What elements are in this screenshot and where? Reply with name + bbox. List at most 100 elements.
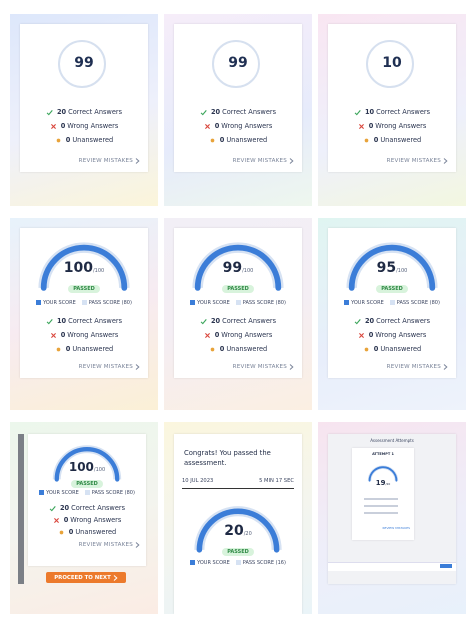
review-mistakes-link[interactable]: REVIEW MISTAKES bbox=[79, 158, 140, 164]
status-wrap: PASSED bbox=[328, 275, 456, 294]
screenshot-tile: Assessment Attempts ATTEMPT 1 19/20 REVIEW … bbox=[318, 422, 466, 614]
result-card: 99 20 Correct Answers 0 Wrong Answers 0 Unansw… bbox=[20, 24, 148, 172]
status-pill: PASSED bbox=[222, 547, 254, 556]
legend: YOUR SCORE PASS SCORE (80) bbox=[174, 300, 302, 306]
stat-label: Wrong Answers bbox=[221, 331, 273, 339]
status-pill: PASSED bbox=[376, 285, 408, 294]
mini-stat bbox=[364, 498, 398, 500]
stat-row: 0 Wrong Answers bbox=[328, 331, 456, 339]
next-button[interactable] bbox=[440, 564, 452, 568]
stat-row: 0 Wrong Answers bbox=[28, 516, 146, 524]
result-card: 100/100 PASSED YOUR SCORE PASS SCORE (80) 10… bbox=[20, 228, 148, 378]
stat-count: 0 bbox=[219, 136, 225, 144]
gauge-wrap bbox=[192, 502, 284, 558]
result-card: 95/100 PASSED YOUR SCORE PASS SCORE (80) 20 C… bbox=[328, 228, 456, 378]
stat-row: 0 Unanswered bbox=[20, 345, 148, 353]
legend-item: YOUR SCORE bbox=[190, 300, 230, 306]
cross-icon bbox=[53, 517, 59, 523]
gauge-fill bbox=[194, 244, 282, 291]
result-card: 99 20 Correct Answers 0 Wrong Answers 0 Unansw… bbox=[174, 24, 302, 172]
dot-icon bbox=[59, 530, 64, 534]
link-text: REVIEW MISTAKES bbox=[78, 158, 133, 164]
stat-row: 0 Unanswered bbox=[174, 345, 302, 353]
stat-count: 0 bbox=[214, 331, 220, 339]
check-icon bbox=[354, 109, 361, 115]
dot-icon bbox=[210, 347, 215, 351]
score-value: 20 bbox=[224, 523, 244, 540]
stat-count: 0 bbox=[60, 122, 66, 130]
duration: 5 MIN 17 SEC bbox=[259, 478, 294, 484]
cross-icon bbox=[50, 332, 56, 338]
stat-label: Unanswered bbox=[226, 345, 268, 353]
stat-label: Unanswered bbox=[380, 136, 422, 144]
stat-row: 0 Unanswered bbox=[328, 136, 456, 144]
gauge-wrap bbox=[190, 238, 286, 296]
score-max: /100 bbox=[242, 268, 254, 275]
cross-icon bbox=[204, 332, 210, 338]
legend-item: PASS SCORE (80) bbox=[235, 300, 286, 306]
chevron-icon bbox=[113, 574, 118, 581]
stat-row: 10 Correct Answers bbox=[20, 317, 148, 325]
stat-label: Wrong Answers bbox=[67, 122, 119, 130]
link-text: REVIEW MISTAKES bbox=[78, 364, 133, 370]
stat-row: 0 Wrong Answers bbox=[20, 331, 148, 339]
cross-icon bbox=[358, 123, 364, 129]
chevron-icon bbox=[289, 364, 294, 370]
legend-item: YOUR SCORE bbox=[39, 490, 79, 496]
legend-label: YOUR SCORE bbox=[43, 300, 76, 306]
stat-row: 0 Unanswered bbox=[174, 136, 302, 144]
legend-item: YOUR SCORE bbox=[36, 300, 76, 306]
review-mistakes-link[interactable]: REVIEW MISTAKES bbox=[387, 364, 448, 370]
legend-swatch bbox=[36, 300, 42, 305]
stat-count: 0 bbox=[65, 136, 71, 144]
score-value: 100 bbox=[68, 460, 94, 475]
mini-review-link[interactable]: REVIEW MISTAKES bbox=[382, 526, 410, 530]
stat-label: Unanswered bbox=[72, 345, 114, 353]
legend: YOUR SCORE PASS SCORE (80) bbox=[28, 490, 146, 496]
stat-label: Correct Answers bbox=[376, 108, 431, 116]
gauge-wrap bbox=[51, 442, 123, 486]
mini-stat bbox=[364, 505, 398, 507]
stat-count: 0 bbox=[68, 528, 74, 536]
stat-row: 0 Wrong Answers bbox=[174, 331, 302, 339]
stat-count: 20 bbox=[210, 317, 221, 325]
stat-row: 0 Wrong Answers bbox=[20, 122, 148, 130]
legend-swatch bbox=[39, 490, 45, 495]
legend-label: YOUR SCORE bbox=[351, 300, 384, 306]
stat-count: 0 bbox=[368, 122, 374, 130]
status-wrap: PASSED bbox=[174, 538, 302, 557]
screenshot-tile: 99/100 PASSED YOUR SCORE PASS SCORE (80) 20 C… bbox=[164, 218, 312, 410]
legend-swatch bbox=[84, 490, 90, 495]
proceed-button[interactable]: PROCEED TO NEXT bbox=[46, 572, 126, 583]
review-mistakes-link[interactable]: REVIEW MISTAKES bbox=[79, 364, 140, 370]
result-card: 100/100 PASSED YOUR SCORE PASS SCORE (80) 20… bbox=[28, 434, 146, 566]
date-row: 10 JUL 2023 5 MIN 17 SEC bbox=[182, 478, 294, 489]
mini-stat bbox=[364, 512, 398, 514]
mini-score: 19/20 bbox=[352, 470, 414, 489]
score-value: 99 bbox=[222, 260, 243, 277]
legend-swatch bbox=[190, 560, 196, 565]
review-mistakes-link[interactable]: REVIEW MISTAKES bbox=[233, 364, 294, 370]
chevron-icon bbox=[135, 542, 140, 548]
review-mistakes-link[interactable]: REVIEW MISTAKES bbox=[233, 158, 294, 164]
score-value: 95 bbox=[376, 260, 397, 277]
stat-count: 0 bbox=[219, 345, 225, 353]
legend-swatch bbox=[235, 300, 241, 305]
legend-label: YOUR SCORE bbox=[197, 560, 230, 566]
legend: YOUR SCORE PASS SCORE (80) bbox=[20, 300, 148, 306]
stat-label: Correct Answers bbox=[376, 317, 431, 325]
review-mistakes-link[interactable]: REVIEW MISTAKES bbox=[387, 158, 448, 164]
legend-swatch bbox=[81, 300, 87, 305]
stat-row: 0 Unanswered bbox=[20, 136, 148, 144]
stat-count: 20 bbox=[56, 108, 67, 116]
score-max: /20 bbox=[385, 482, 391, 486]
date: 10 JUL 2023 bbox=[182, 478, 214, 484]
dot-icon bbox=[210, 138, 215, 142]
review-mistakes-link[interactable]: REVIEW MISTAKES bbox=[79, 542, 140, 548]
gauge-fill bbox=[54, 447, 120, 482]
link-text: REVIEW MISTAKES bbox=[386, 364, 441, 370]
check-icon bbox=[200, 318, 207, 324]
stat-label: Unanswered bbox=[226, 136, 268, 144]
legend-label: YOUR SCORE bbox=[197, 300, 230, 306]
score: 100/100 bbox=[28, 456, 146, 475]
